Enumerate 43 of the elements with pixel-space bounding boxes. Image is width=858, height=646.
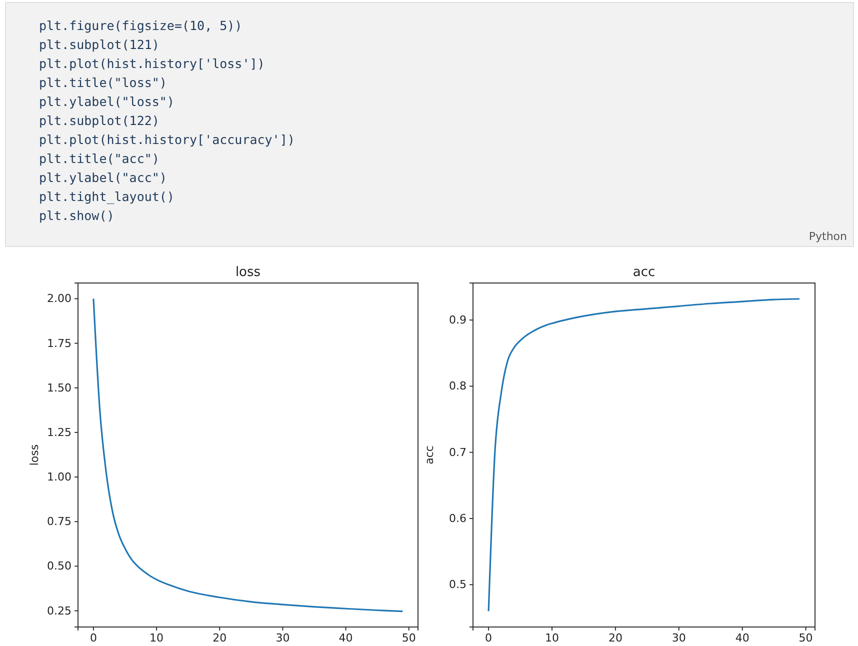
x-tick-label: 30 <box>276 631 290 644</box>
y-tick-label: 1.75 <box>47 336 72 350</box>
x-tick-label: 0 <box>485 631 492 644</box>
y-tick-label: 0.9 <box>449 314 466 327</box>
text: plt.ylabel("acc") <box>39 169 168 187</box>
text: plt.plot(hist.history['accuracy']) <box>39 131 295 149</box>
x-tick-label: 20 <box>608 631 622 644</box>
x-tick-label: 20 <box>212 631 227 644</box>
text: plt.title("acc") <box>39 150 160 168</box>
y-tick-label: 0.8 <box>449 380 466 393</box>
text: plt.title("loss") <box>39 74 168 92</box>
text: plt.subplot(122) <box>39 112 160 130</box>
x-tick-label: 40 <box>338 631 353 644</box>
y-tick-label: 0.6 <box>449 512 466 526</box>
x-tick-label: 50 <box>798 631 813 644</box>
text: plt.plot(hist.history['loss']) <box>39 55 266 73</box>
x-tick-label: 10 <box>150 631 164 644</box>
y-tick-label: 1.50 <box>47 381 72 394</box>
y-axis-title: loss <box>28 444 41 466</box>
y-tick-label: 1.25 <box>47 426 72 439</box>
text: plt.ylabel("loss") <box>39 93 176 111</box>
y-axis-title: acc <box>423 446 436 464</box>
line-series <box>92 298 404 612</box>
chart-title: acc <box>632 265 656 280</box>
x-tick-label: 50 <box>402 631 416 644</box>
text: plt.tight_layout() <box>39 188 176 206</box>
x-tick-label: 40 <box>735 631 750 644</box>
y-tick-label: 0.50 <box>47 560 72 573</box>
text: Python <box>808 230 847 243</box>
y-tick-label: 0.7 <box>449 446 466 459</box>
y-tick-label: 0.5 <box>449 578 466 592</box>
y-tick-label: 1.00 <box>47 470 72 484</box>
text: plt.show() <box>39 207 116 225</box>
y-tick-label: 0.75 <box>47 515 72 528</box>
text: plt.subplot(121) <box>39 36 160 54</box>
y-tick-label: 0.25 <box>47 604 72 618</box>
y-tick-label: 2.00 <box>47 292 72 306</box>
x-tick-label: 30 <box>672 631 686 644</box>
text: plt.figure(figsize=(10, 5)) <box>39 17 244 35</box>
x-tick-label: 0 <box>90 631 97 644</box>
x-tick-label: 10 <box>544 631 559 644</box>
chart-title: loss <box>235 265 261 280</box>
line-series <box>488 298 800 612</box>
